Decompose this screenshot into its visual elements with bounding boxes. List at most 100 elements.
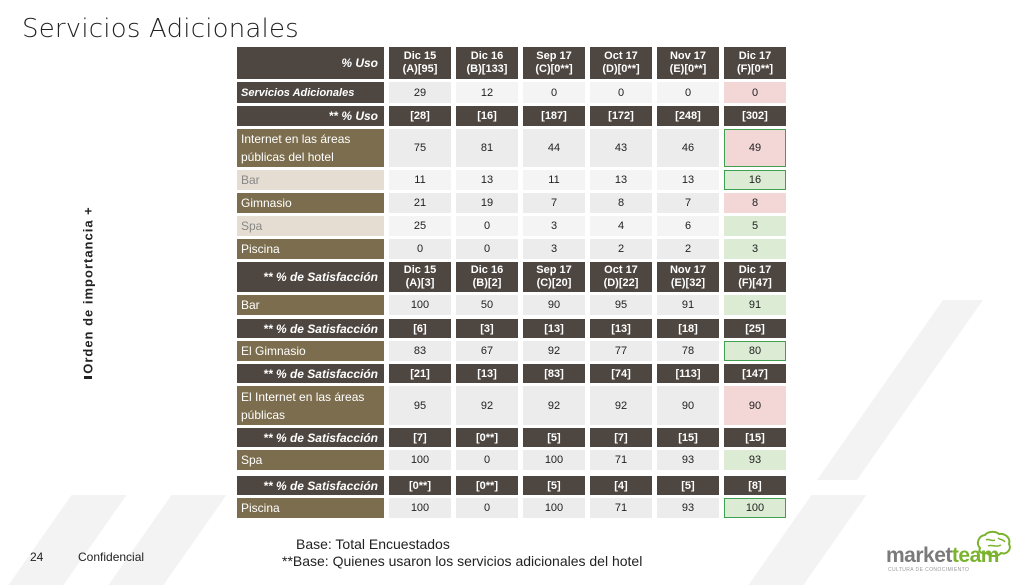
header-col: Dic 15 (A)[95] xyxy=(389,47,451,79)
header-col: Sep 17 (C)[20] xyxy=(523,262,585,292)
table-cell: 44 xyxy=(523,129,585,167)
table-cell: 3 xyxy=(724,239,786,259)
header-col: Dic 15 (A)[3] xyxy=(389,262,451,292)
table-cell: 50 xyxy=(456,295,518,315)
marketteam-logo: marketteam CULTURA DE CONOCIMIENTO xyxy=(886,530,1016,574)
table-cell: 93 xyxy=(724,450,786,470)
table-row: Spa 100 0 100 71 93 93 xyxy=(237,450,786,470)
table-cell: [7] xyxy=(389,428,451,447)
row-label: Internet en las áreas públicas del hotel xyxy=(237,129,384,167)
table-row: Piscina 0 0 3 2 2 3 xyxy=(237,239,786,259)
row-label: ** % de Satisfacción xyxy=(237,428,384,447)
table-cell: 46 xyxy=(657,129,719,167)
table-cell: 90 xyxy=(724,386,786,425)
table-cell: 71 xyxy=(590,498,652,518)
header-col: Oct 17 (D)[22] xyxy=(590,262,652,292)
table-cell: [28] xyxy=(389,106,451,126)
table-cell: 19 xyxy=(456,193,518,213)
table-cell: 0 xyxy=(389,239,451,259)
header-col: Sep 17 (C)[0**] xyxy=(523,47,585,79)
background-stripe xyxy=(108,495,227,585)
table-cell: [16] xyxy=(456,106,518,126)
table-header-satisfaccion: ** % de Satisfacción Dic 15 (A)[3] Dic 16… xyxy=(237,262,786,292)
table-cell: 92 xyxy=(523,341,585,361)
table-cell: [248] xyxy=(657,106,719,126)
table-row: Servicios Adicionales 29 12 0 0 0 0 xyxy=(237,82,786,103)
table-cell: 80 xyxy=(724,341,786,361)
row-label: ** % de Satisfacción xyxy=(237,319,384,338)
row-label: Servicios Adicionales xyxy=(237,82,384,103)
row-label: ** % de Satisfacción xyxy=(237,364,384,383)
table-cell: 43 xyxy=(590,129,652,167)
table-row: El Internet en las áreas públicas 95 92 … xyxy=(237,386,786,425)
table-cell: [18] xyxy=(657,319,719,338)
table-cell: 95 xyxy=(389,386,451,425)
table-cell: 92 xyxy=(523,386,585,425)
row-label: El Gimnasio xyxy=(237,341,384,361)
table-cell: 5 xyxy=(724,216,786,236)
background-stripe xyxy=(816,300,984,480)
table-cell: [25] xyxy=(724,319,786,338)
row-label: Piscina xyxy=(237,239,384,259)
table-cell: 0 xyxy=(657,82,719,103)
table-cell: [302] xyxy=(724,106,786,126)
table-cell: 6 xyxy=(657,216,719,236)
table-row: Bar 100 50 90 95 91 91 xyxy=(237,295,786,315)
table-cell: 100 xyxy=(389,450,451,470)
table-cell: 49 xyxy=(724,129,786,167)
row-label: Gimnasio xyxy=(237,193,384,213)
table-cell: [187] xyxy=(523,106,585,126)
table-cell: 13 xyxy=(456,170,518,190)
table-cell: [6] xyxy=(389,319,451,338)
table-cell: 16 xyxy=(724,170,786,190)
table-row: El Gimnasio 83 67 92 77 78 80 xyxy=(237,341,786,361)
table-cell: 71 xyxy=(590,450,652,470)
logo-text: marketteam xyxy=(886,544,999,567)
table-cell: 75 xyxy=(389,129,451,167)
row-label: Bar xyxy=(237,295,384,315)
table-cell: [3] xyxy=(456,319,518,338)
table-cell: [7] xyxy=(590,428,652,447)
table-cell: 100 xyxy=(523,498,585,518)
table-cell: 11 xyxy=(523,170,585,190)
header-col: Oct 17 (D)[0**] xyxy=(590,47,652,79)
table-cell: 12 xyxy=(456,82,518,103)
table-cell: [15] xyxy=(657,428,719,447)
table-cell: 78 xyxy=(657,341,719,361)
row-label: ** % Uso xyxy=(237,106,384,126)
table-cell: 77 xyxy=(590,341,652,361)
base-note-users: **Base: Quienes usaron los servicios adi… xyxy=(282,553,643,569)
table-cell: 7 xyxy=(523,193,585,213)
table-cell: 13 xyxy=(590,170,652,190)
table-cell: [113] xyxy=(657,364,719,383)
table-row: Internet en las áreas públicas del hotel… xyxy=(237,129,786,167)
table-cell: 0 xyxy=(523,82,585,103)
table-cell: [4] xyxy=(590,476,652,495)
table-cell: 90 xyxy=(523,295,585,315)
confidential-label: Confidencial xyxy=(78,550,145,564)
table-cell: 3 xyxy=(523,216,585,236)
header-col: Dic 17 (F)[0**] xyxy=(724,47,786,79)
table-base-row: ** % de Satisfacción [21] [13] [83] [74]… xyxy=(237,364,786,383)
table-cell: 83 xyxy=(389,341,451,361)
table-cell: 0 xyxy=(590,82,652,103)
table-row: Bar 11 13 11 13 13 16 xyxy=(237,170,786,190)
row-label: Bar xyxy=(237,170,384,190)
table-cell: [74] xyxy=(590,364,652,383)
table-row: Piscina 100 0 100 71 93 100 xyxy=(237,498,786,518)
table-cell: 2 xyxy=(590,239,652,259)
header-label: ** % de Satisfacción xyxy=(237,262,384,292)
table-cell: 100 xyxy=(389,498,451,518)
table-row: Gimnasio 21 19 7 8 7 8 xyxy=(237,193,786,213)
table-cell: 0 xyxy=(456,239,518,259)
table-cell: [172] xyxy=(590,106,652,126)
importance-minus-marker xyxy=(84,376,92,379)
table-cell: 93 xyxy=(657,498,719,518)
table-cell: [0**] xyxy=(456,428,518,447)
table-cell: 3 xyxy=(523,239,585,259)
table-cell: 13 xyxy=(657,170,719,190)
page-number: 24 xyxy=(30,550,44,564)
header-col: Dic 16 (B)[133] xyxy=(456,47,518,79)
header-col: Dic 17 (F)[47] xyxy=(724,262,786,292)
table-cell: 7 xyxy=(657,193,719,213)
